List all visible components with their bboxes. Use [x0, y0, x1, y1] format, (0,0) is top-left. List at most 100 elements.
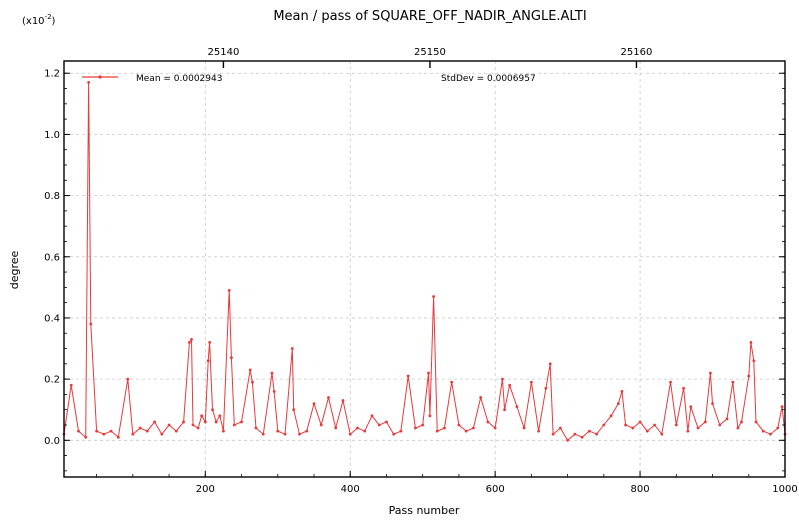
data-point [696, 426, 700, 430]
data-point [131, 432, 135, 436]
data-point [580, 435, 584, 439]
data-point [736, 426, 740, 430]
data-point [214, 420, 218, 424]
x-tick-label: 800 [631, 484, 650, 495]
grid [64, 61, 785, 477]
data-point [414, 426, 417, 430]
data-point [537, 429, 541, 433]
data-point [508, 383, 512, 387]
data-point [573, 432, 577, 436]
data-point [200, 414, 204, 418]
data-point [725, 417, 729, 421]
y-multiplier: (x10-2) [22, 13, 56, 27]
y-tick-label: 0.2 [44, 375, 60, 386]
data-point [689, 405, 693, 409]
data-point [558, 426, 562, 430]
data-point [548, 362, 552, 366]
data-point [427, 371, 430, 375]
data-point [776, 426, 780, 430]
data-point [251, 380, 254, 384]
data-point [84, 435, 88, 439]
data-point [312, 402, 316, 405]
data-point [718, 423, 722, 427]
data-point [703, 420, 707, 424]
data-point [319, 423, 323, 427]
data-point [167, 423, 171, 427]
data-point [682, 386, 685, 390]
data-point [587, 429, 591, 433]
data-point [334, 426, 338, 430]
x-axis-label: Pass number [389, 504, 460, 517]
data-point [472, 426, 475, 430]
data-point [486, 420, 490, 424]
data-point [421, 423, 425, 427]
data-point [348, 432, 352, 436]
data-point [406, 374, 410, 378]
data-point [206, 359, 210, 363]
data-point [443, 426, 446, 430]
data-point [248, 368, 252, 372]
y-tick-label: 0.0 [44, 436, 60, 447]
data-point [500, 377, 504, 381]
data-point [116, 435, 120, 439]
data-point [69, 383, 73, 387]
data-point [283, 432, 287, 436]
data-point [752, 359, 756, 363]
data-point [432, 295, 435, 298]
data-point [457, 423, 461, 427]
data-point [229, 356, 233, 360]
y-tick-label: 1.0 [44, 130, 60, 141]
data-point [227, 289, 231, 292]
data-point [305, 429, 309, 433]
data-point [653, 423, 656, 427]
data-point [272, 389, 276, 393]
data-point [126, 377, 130, 381]
series-group [62, 81, 787, 442]
data-point [660, 432, 664, 436]
data-point [218, 414, 222, 418]
data-point [450, 380, 454, 384]
data-point [87, 81, 91, 84]
data-point [522, 426, 526, 430]
stddev-label: StdDev = 0.0006957 [441, 74, 536, 84]
data-point [769, 432, 772, 436]
x-tick-label: 200 [196, 484, 215, 495]
data-point [109, 429, 113, 433]
data-point [138, 426, 142, 430]
data-point [515, 405, 519, 409]
data-point [595, 432, 598, 436]
data-point [276, 429, 280, 433]
data-point [190, 337, 193, 341]
y-tick-label: 0.8 [44, 191, 60, 202]
data-point [638, 420, 642, 424]
data-point [616, 402, 620, 405]
data-point [385, 420, 388, 424]
data-point [211, 408, 214, 412]
data-point [208, 341, 212, 344]
data-point [182, 420, 185, 424]
data-point [89, 322, 93, 326]
top-tick-label: 25140 [208, 47, 240, 58]
data-point [645, 429, 649, 433]
data-point [493, 426, 497, 430]
x-tick-label: 400 [341, 484, 360, 495]
series-line [63, 82, 786, 442]
data-point [674, 423, 678, 427]
data-point [669, 380, 672, 384]
data-point [160, 432, 164, 436]
data-point [145, 429, 149, 433]
data-point [363, 429, 367, 433]
data-point [464, 429, 468, 433]
data-point [292, 408, 296, 412]
top-tick-label: 25160 [621, 47, 653, 58]
legend [82, 75, 118, 79]
data-point [95, 429, 99, 433]
data-point [624, 423, 627, 427]
data-point [747, 374, 751, 378]
y-tick-label: 0.6 [44, 252, 60, 263]
top-tick-label: 25150 [414, 47, 446, 58]
data-point [356, 426, 359, 430]
data-point [261, 432, 265, 436]
data-point [392, 432, 396, 436]
y-multiplier-close: ) [52, 16, 56, 27]
